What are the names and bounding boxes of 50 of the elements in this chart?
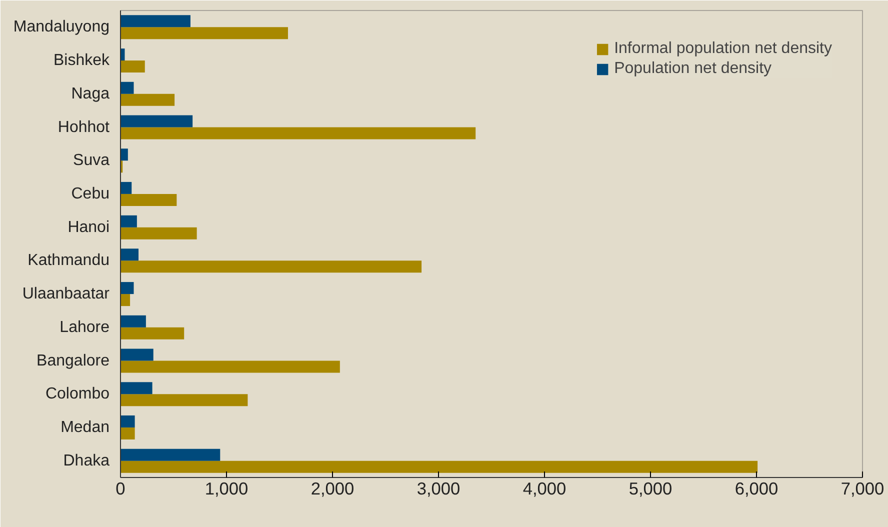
y-tick-label: Bishkek <box>53 52 110 70</box>
bar <box>120 460 758 473</box>
bar <box>120 127 476 140</box>
bar <box>120 60 145 73</box>
bar <box>120 115 193 128</box>
legend-label: Informal population net density <box>614 40 832 58</box>
bar <box>120 194 177 206</box>
bar <box>120 227 197 240</box>
bar <box>120 348 154 361</box>
bar <box>120 415 135 428</box>
y-tick-label: Colombo <box>45 386 110 403</box>
y-tick-label: Ulaanbaatar <box>22 286 110 303</box>
bar <box>120 148 128 161</box>
bar <box>120 382 152 394</box>
bar <box>120 282 134 294</box>
x-tick-label: 0 <box>116 478 126 498</box>
y-tick-label: Kathmandu <box>28 252 110 270</box>
bar <box>120 360 340 373</box>
bar <box>120 394 248 406</box>
bar <box>120 15 190 28</box>
x-tick-label: 4,000 <box>522 478 566 498</box>
y-tick-label: Cebu <box>71 185 110 202</box>
y-tick-label: Dhaka <box>63 452 110 470</box>
bar <box>120 82 134 94</box>
bar <box>120 294 130 306</box>
bar <box>120 327 184 340</box>
y-tick-label: Hohhot <box>58 118 110 136</box>
y-tick-label: Mandaluyong <box>13 18 110 36</box>
x-tick-label: 2,000 <box>310 478 354 498</box>
x-tick-label: 1,000 <box>204 478 248 498</box>
bar <box>120 215 137 228</box>
x-tick-label: 7,000 <box>840 478 884 498</box>
bar <box>120 448 220 461</box>
x-tick-label: 6,000 <box>734 478 778 498</box>
y-tick-label: Suva <box>73 152 110 170</box>
bar <box>120 182 132 194</box>
bar <box>120 260 422 273</box>
y-tick-label: Naga <box>71 85 110 102</box>
legend-label: Population net density <box>614 60 772 78</box>
bar <box>120 427 135 440</box>
bar <box>120 248 139 261</box>
bar <box>120 27 288 40</box>
y-tick-label: Bangalore <box>36 352 110 370</box>
y-tick-label: Lahore <box>60 318 110 336</box>
bar <box>120 94 175 106</box>
x-tick-label: 5,000 <box>628 478 672 498</box>
y-tick-label: Hanoi <box>68 218 110 236</box>
bar <box>120 315 146 328</box>
x-tick-label: 3,000 <box>416 478 460 498</box>
y-tick-label: Medan <box>60 418 110 436</box>
